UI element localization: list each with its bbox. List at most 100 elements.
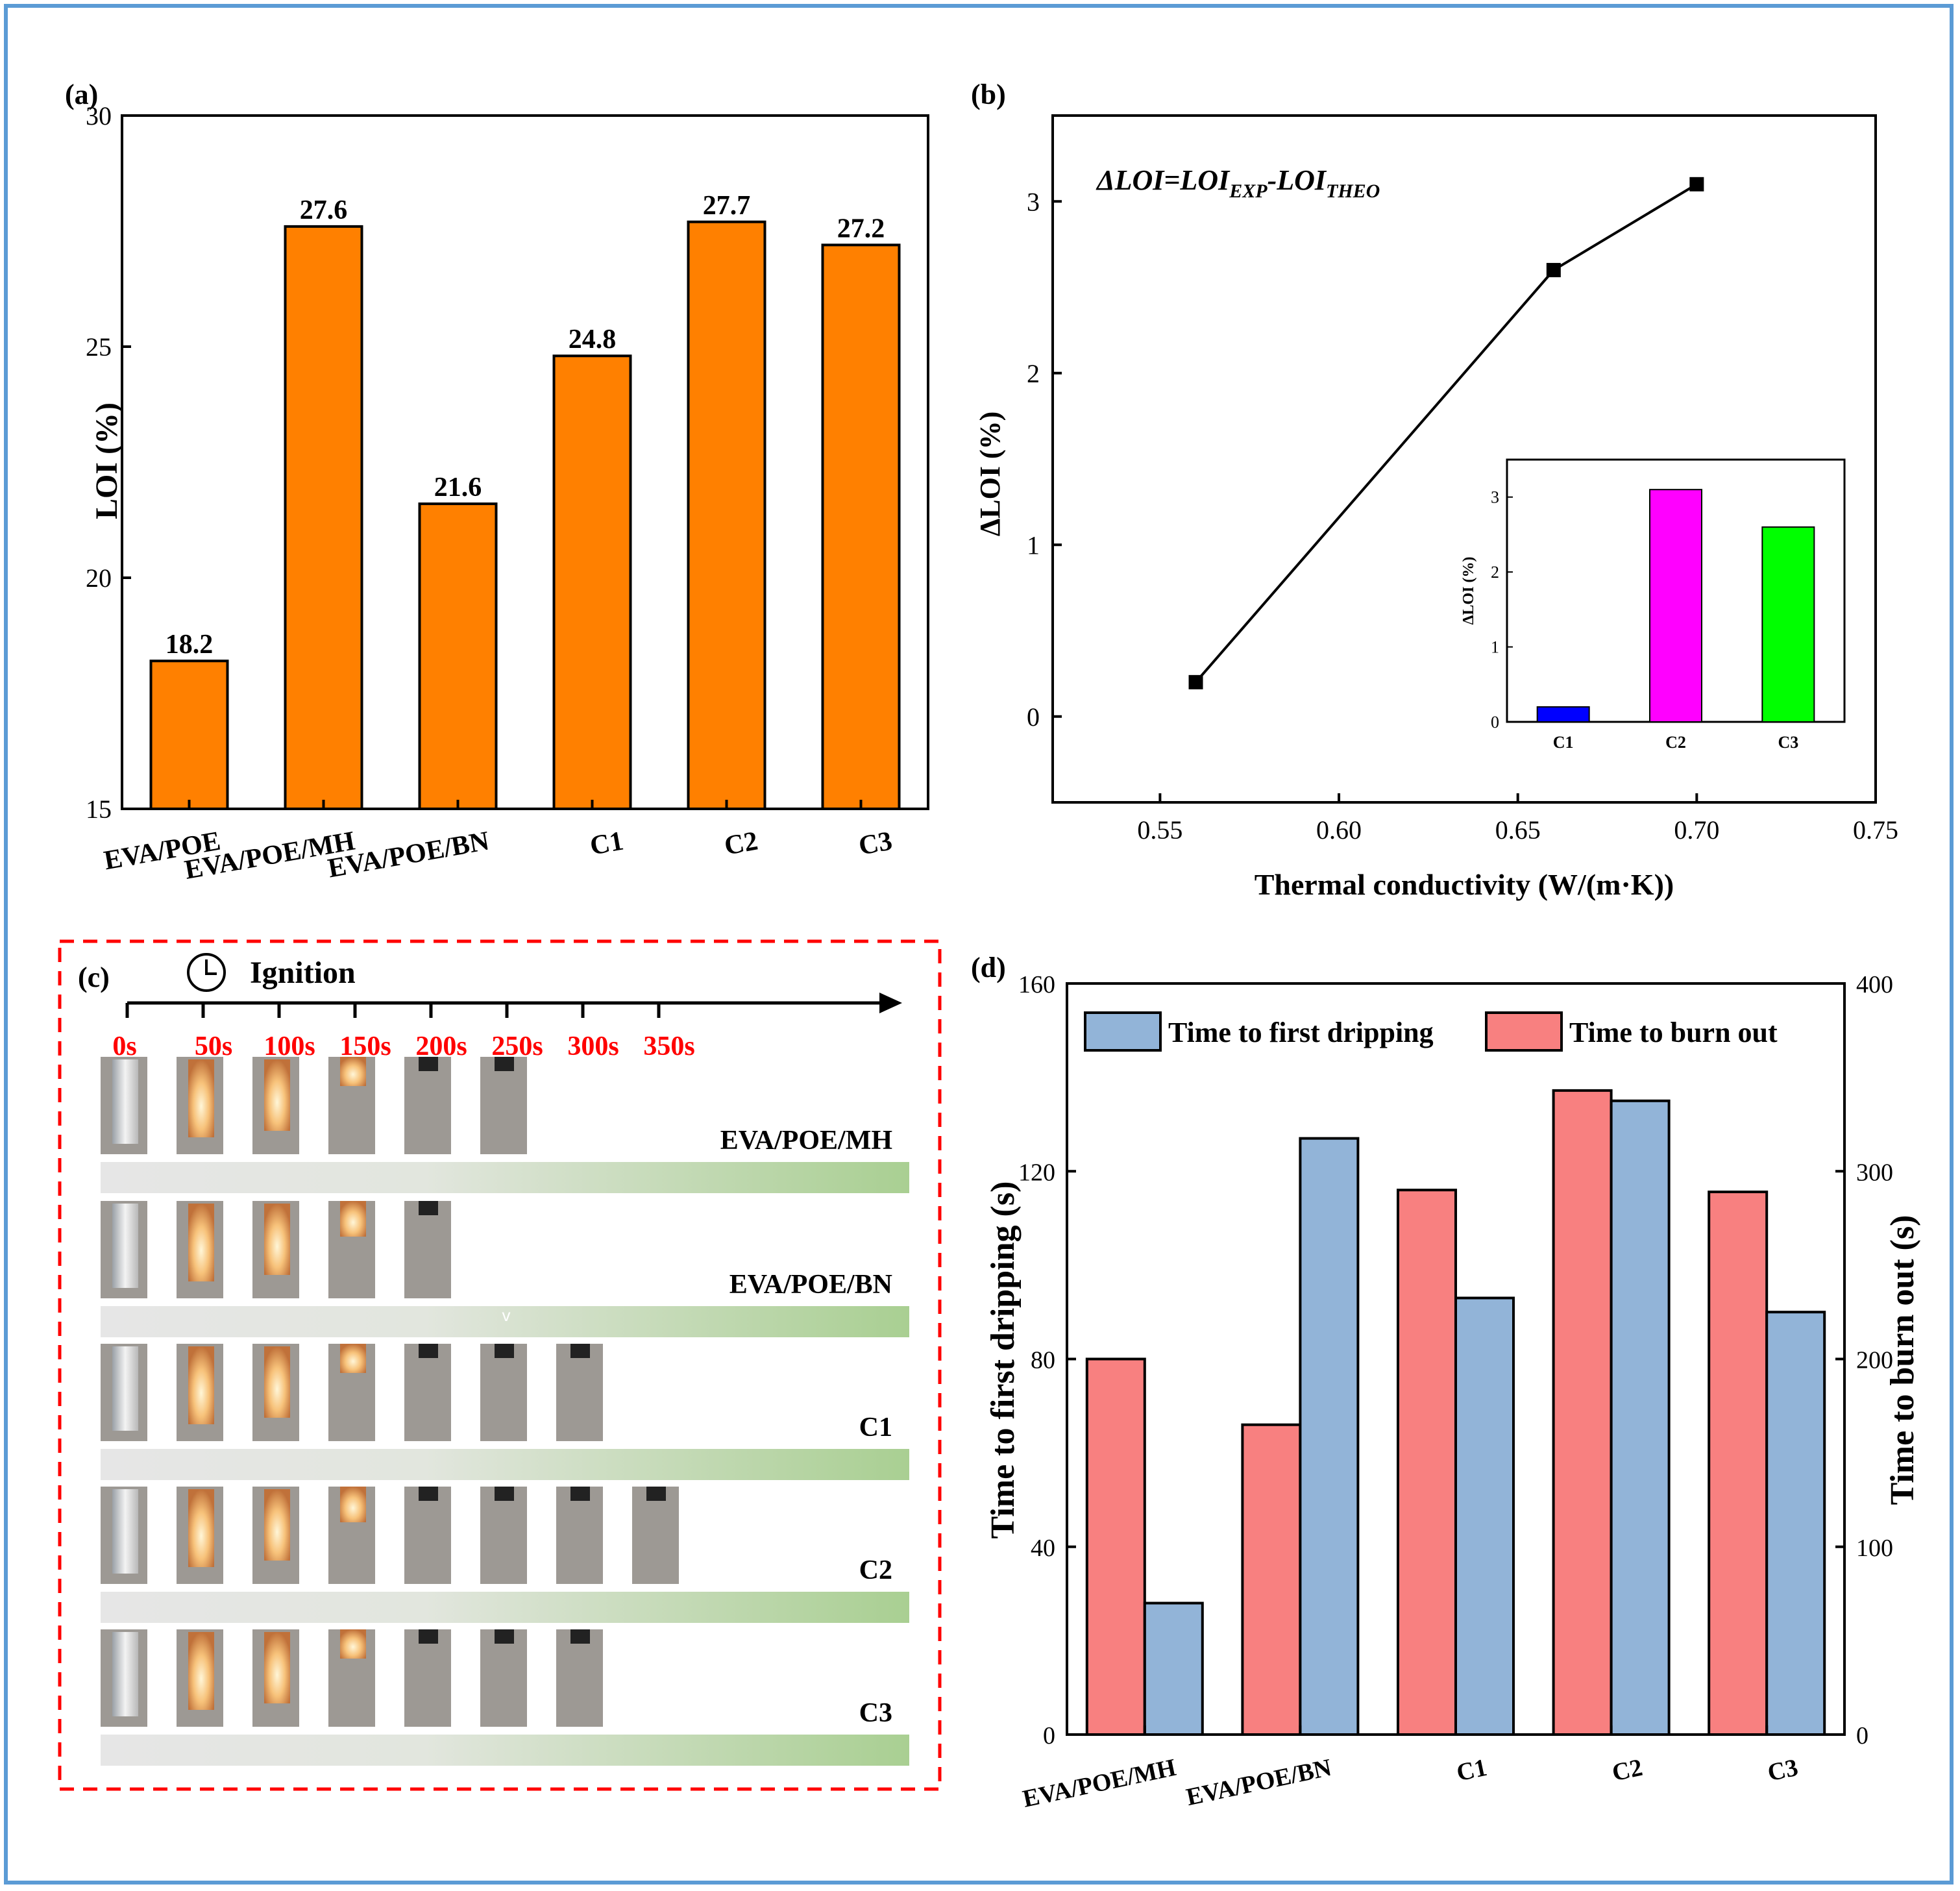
sample-strip bbox=[188, 1204, 214, 1281]
a-ytick-label: 20 bbox=[86, 563, 112, 593]
panel-d-dripping-burnout-chart: (d) EVA/POE/MH EVA/POE/BN C1 C2 C3 0 40 80 120 16… bbox=[971, 952, 1921, 1813]
b-xtick-label: 0.75 bbox=[1853, 815, 1898, 845]
clock-icon bbox=[187, 953, 226, 992]
legend-label-dripping: Time to first dripping bbox=[1168, 1017, 1434, 1048]
char-residue bbox=[646, 1487, 666, 1501]
d-burnout-bar bbox=[1552, 1089, 1613, 1737]
panel-a-label: (a) bbox=[65, 79, 98, 110]
time-label: 100s bbox=[263, 1032, 315, 1061]
a-bar bbox=[418, 502, 498, 811]
sample-strip bbox=[112, 1204, 138, 1288]
a-ytick-label: 15 bbox=[86, 795, 112, 824]
burn-row: C2 bbox=[101, 1487, 909, 1623]
sample-strip bbox=[264, 1632, 290, 1703]
panel-b-formula: ΔLOI=LOIEXP-LOITHEO bbox=[1096, 164, 1380, 202]
sample-strip bbox=[112, 1632, 138, 1716]
sample-strip bbox=[340, 1201, 366, 1237]
d-left-ytick-label: 40 bbox=[1031, 1535, 1055, 1562]
time-label: 200s bbox=[415, 1032, 467, 1061]
char-residue bbox=[570, 1487, 590, 1501]
b-xtick-label: 0.65 bbox=[1495, 815, 1541, 845]
d-xtick-label: C1 bbox=[1454, 1754, 1489, 1787]
row-sample-label: C3 bbox=[859, 1698, 892, 1728]
time-label: 250s bbox=[491, 1032, 543, 1061]
b-xtick-label: 0.70 bbox=[1674, 815, 1719, 845]
burn-row: C1 bbox=[101, 1344, 909, 1480]
d-burnout-bar bbox=[1085, 1357, 1146, 1736]
a-bar-value-label: 27.2 bbox=[837, 214, 885, 243]
char-residue bbox=[495, 1057, 514, 1071]
photo-frame bbox=[404, 1344, 451, 1441]
burn-row: C3 bbox=[101, 1629, 909, 1766]
sample-strip bbox=[188, 1346, 214, 1424]
inset-bar bbox=[1649, 489, 1702, 723]
row-sample-label: C2 bbox=[859, 1555, 892, 1585]
inset-ytick-label: 0 bbox=[1491, 713, 1499, 732]
panel-d-label: (d) bbox=[971, 952, 1006, 983]
char-residue bbox=[419, 1487, 438, 1501]
b-data-point bbox=[1188, 674, 1203, 689]
photo-frame bbox=[480, 1344, 527, 1441]
sample-strip bbox=[264, 1346, 290, 1418]
d-xtick-label: C3 bbox=[1765, 1754, 1800, 1787]
char-residue bbox=[419, 1629, 438, 1644]
burn-row: EVA/POE/MH bbox=[101, 1057, 909, 1193]
panel-c-label: (c) bbox=[78, 961, 110, 993]
panel-a-plot-frame bbox=[121, 114, 929, 810]
a-ytick-label: 25 bbox=[86, 332, 112, 362]
panel-b-delta-loi-line-chart: (b) ΔLOI=LOIEXP-LOITHEO 0 1 2 3 0.55 0.60 0.6… bbox=[971, 79, 1898, 901]
inset-xtick-label: C2 bbox=[1665, 733, 1686, 752]
inset-bar bbox=[1761, 526, 1815, 723]
photo-frame bbox=[404, 1201, 451, 1298]
a-bar-value-label: 21.6 bbox=[434, 473, 482, 502]
legend-swatch-dripping bbox=[1084, 1011, 1162, 1052]
a-bar bbox=[687, 220, 766, 810]
d-right-ytick-label: 100 bbox=[1856, 1535, 1893, 1562]
time-label: 150s bbox=[339, 1032, 391, 1061]
d-xtick-label: EVA/POE/MH bbox=[1020, 1754, 1178, 1813]
row-gradient-bar bbox=[101, 1735, 909, 1766]
panel-c-burning-test-photos: (c) Ignition 0s 50s 100s 150s 200s 250s 300s 35… bbox=[58, 939, 942, 1791]
d-xtick-label: EVA/POE/BN bbox=[1184, 1754, 1334, 1811]
photo-frame bbox=[556, 1629, 603, 1727]
char-residue bbox=[419, 1201, 438, 1215]
inset-xtick-label: C3 bbox=[1778, 733, 1798, 752]
photo-frame bbox=[632, 1487, 679, 1584]
d-xtick-label: C2 bbox=[1610, 1754, 1645, 1787]
b-data-point bbox=[1689, 177, 1704, 192]
row-gradient-bar bbox=[101, 1306, 909, 1337]
a-xtick-label: C2 bbox=[722, 826, 761, 861]
inset-xtick-label: C1 bbox=[1553, 733, 1574, 752]
legend-label-burnout: Time to burn out bbox=[1569, 1017, 1778, 1048]
panel-b-label: (b) bbox=[971, 79, 1006, 110]
b-ytick-label: 2 bbox=[1027, 359, 1040, 388]
row-gradient-bar bbox=[101, 1449, 909, 1480]
b-ytick-label: 3 bbox=[1027, 187, 1040, 216]
panel-a-y-axis-label: LOI (%) bbox=[90, 402, 124, 519]
a-bar bbox=[552, 354, 632, 810]
panel-b-plot-frame bbox=[1051, 114, 1877, 804]
d-left-ytick-label: 80 bbox=[1031, 1347, 1055, 1374]
photo-frame bbox=[480, 1057, 527, 1154]
b-data-point bbox=[1546, 263, 1561, 278]
d-left-ytick-label: 160 bbox=[1018, 971, 1055, 998]
d-dripping-bar bbox=[1610, 1099, 1671, 1736]
sample-strip bbox=[112, 1489, 138, 1574]
sample-strip bbox=[340, 1057, 366, 1086]
d-dripping-bar bbox=[1143, 1601, 1204, 1736]
ignition-label: Ignition bbox=[250, 956, 356, 990]
photo-frame bbox=[404, 1629, 451, 1727]
panel-b-y-axis-label: ΔLOI (%) bbox=[974, 412, 1006, 537]
sample-strip bbox=[264, 1059, 290, 1131]
d-left-ytick-label: 120 bbox=[1018, 1159, 1055, 1186]
a-bar bbox=[284, 225, 363, 810]
legend-swatch-burnout bbox=[1485, 1011, 1563, 1052]
sample-strip bbox=[340, 1629, 366, 1659]
d-right-ytick-label: 200 bbox=[1856, 1347, 1893, 1374]
a-bar-value-label: 27.6 bbox=[300, 195, 348, 225]
inset-ytick-label: 1 bbox=[1491, 638, 1499, 657]
a-bar-value-label: 18.2 bbox=[165, 630, 214, 660]
photo-frame bbox=[480, 1629, 527, 1727]
